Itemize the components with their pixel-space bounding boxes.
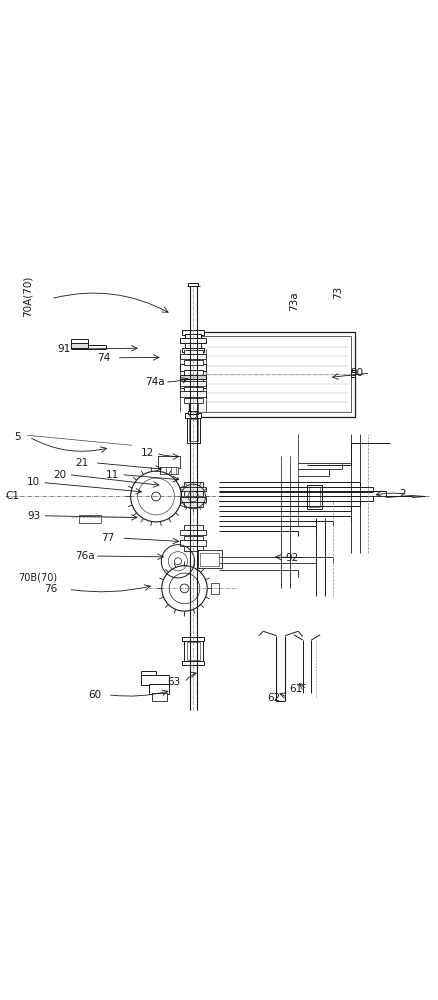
Bar — [183, 525, 202, 530]
Text: 63: 63 — [166, 677, 180, 687]
Bar — [183, 387, 202, 391]
Text: 73: 73 — [332, 286, 343, 299]
Bar — [71, 343, 88, 348]
Bar — [183, 482, 202, 487]
Bar — [185, 334, 201, 339]
Bar — [188, 332, 354, 417]
Text: 93: 93 — [27, 511, 40, 521]
Bar — [350, 370, 354, 372]
Bar — [182, 661, 204, 665]
Bar — [187, 283, 198, 286]
Text: 12: 12 — [141, 448, 154, 458]
Text: 90: 90 — [350, 368, 363, 378]
Bar — [182, 637, 204, 641]
Bar — [149, 684, 169, 694]
Bar — [182, 348, 204, 352]
Text: 61: 61 — [289, 684, 302, 694]
Bar — [158, 456, 180, 468]
Bar — [183, 640, 202, 662]
Text: 92: 92 — [285, 553, 298, 563]
Bar — [160, 467, 177, 474]
Bar — [180, 354, 206, 359]
Bar — [180, 487, 206, 491]
Bar — [183, 398, 202, 403]
Bar — [141, 675, 169, 685]
Bar — [183, 491, 202, 496]
Bar — [186, 642, 199, 660]
Text: 76: 76 — [44, 584, 57, 594]
Text: 62: 62 — [267, 693, 280, 703]
Text: 73a: 73a — [289, 291, 299, 311]
Text: 60: 60 — [88, 690, 101, 700]
Bar — [180, 383, 206, 388]
Bar — [350, 371, 354, 377]
Text: 70B(70): 70B(70) — [18, 572, 57, 582]
Bar — [180, 381, 206, 386]
Bar — [197, 336, 350, 412]
Bar — [185, 413, 201, 418]
Bar — [180, 540, 206, 546]
Text: 74a: 74a — [145, 377, 164, 387]
Bar — [180, 391, 206, 397]
Bar — [183, 502, 202, 507]
Bar — [183, 546, 202, 551]
Bar — [186, 417, 199, 443]
Text: 2: 2 — [398, 489, 405, 499]
Text: 76a: 76a — [75, 551, 95, 561]
Bar — [79, 515, 101, 523]
Bar — [180, 364, 206, 371]
Text: 20: 20 — [53, 470, 66, 480]
Bar — [183, 536, 202, 540]
Bar — [151, 693, 166, 701]
Text: 10: 10 — [27, 477, 40, 487]
Text: 11: 11 — [106, 470, 119, 480]
Bar — [180, 338, 206, 343]
Bar — [183, 370, 202, 376]
Circle shape — [180, 584, 188, 593]
Bar — [183, 379, 202, 384]
Text: 21: 21 — [75, 458, 88, 468]
Bar — [182, 330, 204, 335]
Bar — [180, 497, 206, 502]
Bar — [183, 350, 202, 354]
Bar — [180, 530, 206, 535]
Bar — [306, 485, 321, 509]
Bar — [308, 487, 319, 507]
Text: 70A(70): 70A(70) — [22, 276, 32, 317]
Text: C1: C1 — [5, 491, 19, 501]
Bar — [185, 343, 201, 348]
Bar — [187, 352, 198, 364]
Text: 77: 77 — [101, 533, 114, 543]
Bar — [187, 411, 198, 414]
Text: 91: 91 — [57, 344, 71, 354]
Bar — [210, 583, 218, 594]
Bar — [180, 375, 206, 379]
Bar — [188, 419, 197, 441]
Bar — [183, 360, 202, 365]
Bar — [197, 550, 221, 568]
Text: 5: 5 — [14, 432, 21, 442]
Bar — [199, 553, 219, 566]
Text: 74: 74 — [97, 353, 110, 363]
